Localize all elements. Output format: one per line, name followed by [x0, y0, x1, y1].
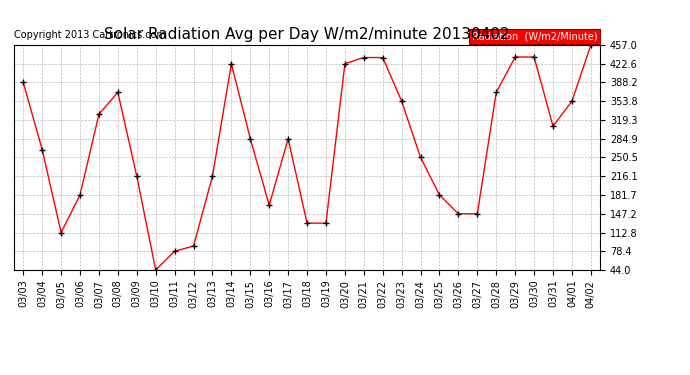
Title: Solar Radiation Avg per Day W/m2/minute 20130402: Solar Radiation Avg per Day W/m2/minute …: [104, 27, 510, 42]
Text: Copyright 2013 Cartronics.com: Copyright 2013 Cartronics.com: [14, 30, 166, 40]
Text: Radiation  (W/m2/Minute): Radiation (W/m2/Minute): [472, 32, 598, 42]
